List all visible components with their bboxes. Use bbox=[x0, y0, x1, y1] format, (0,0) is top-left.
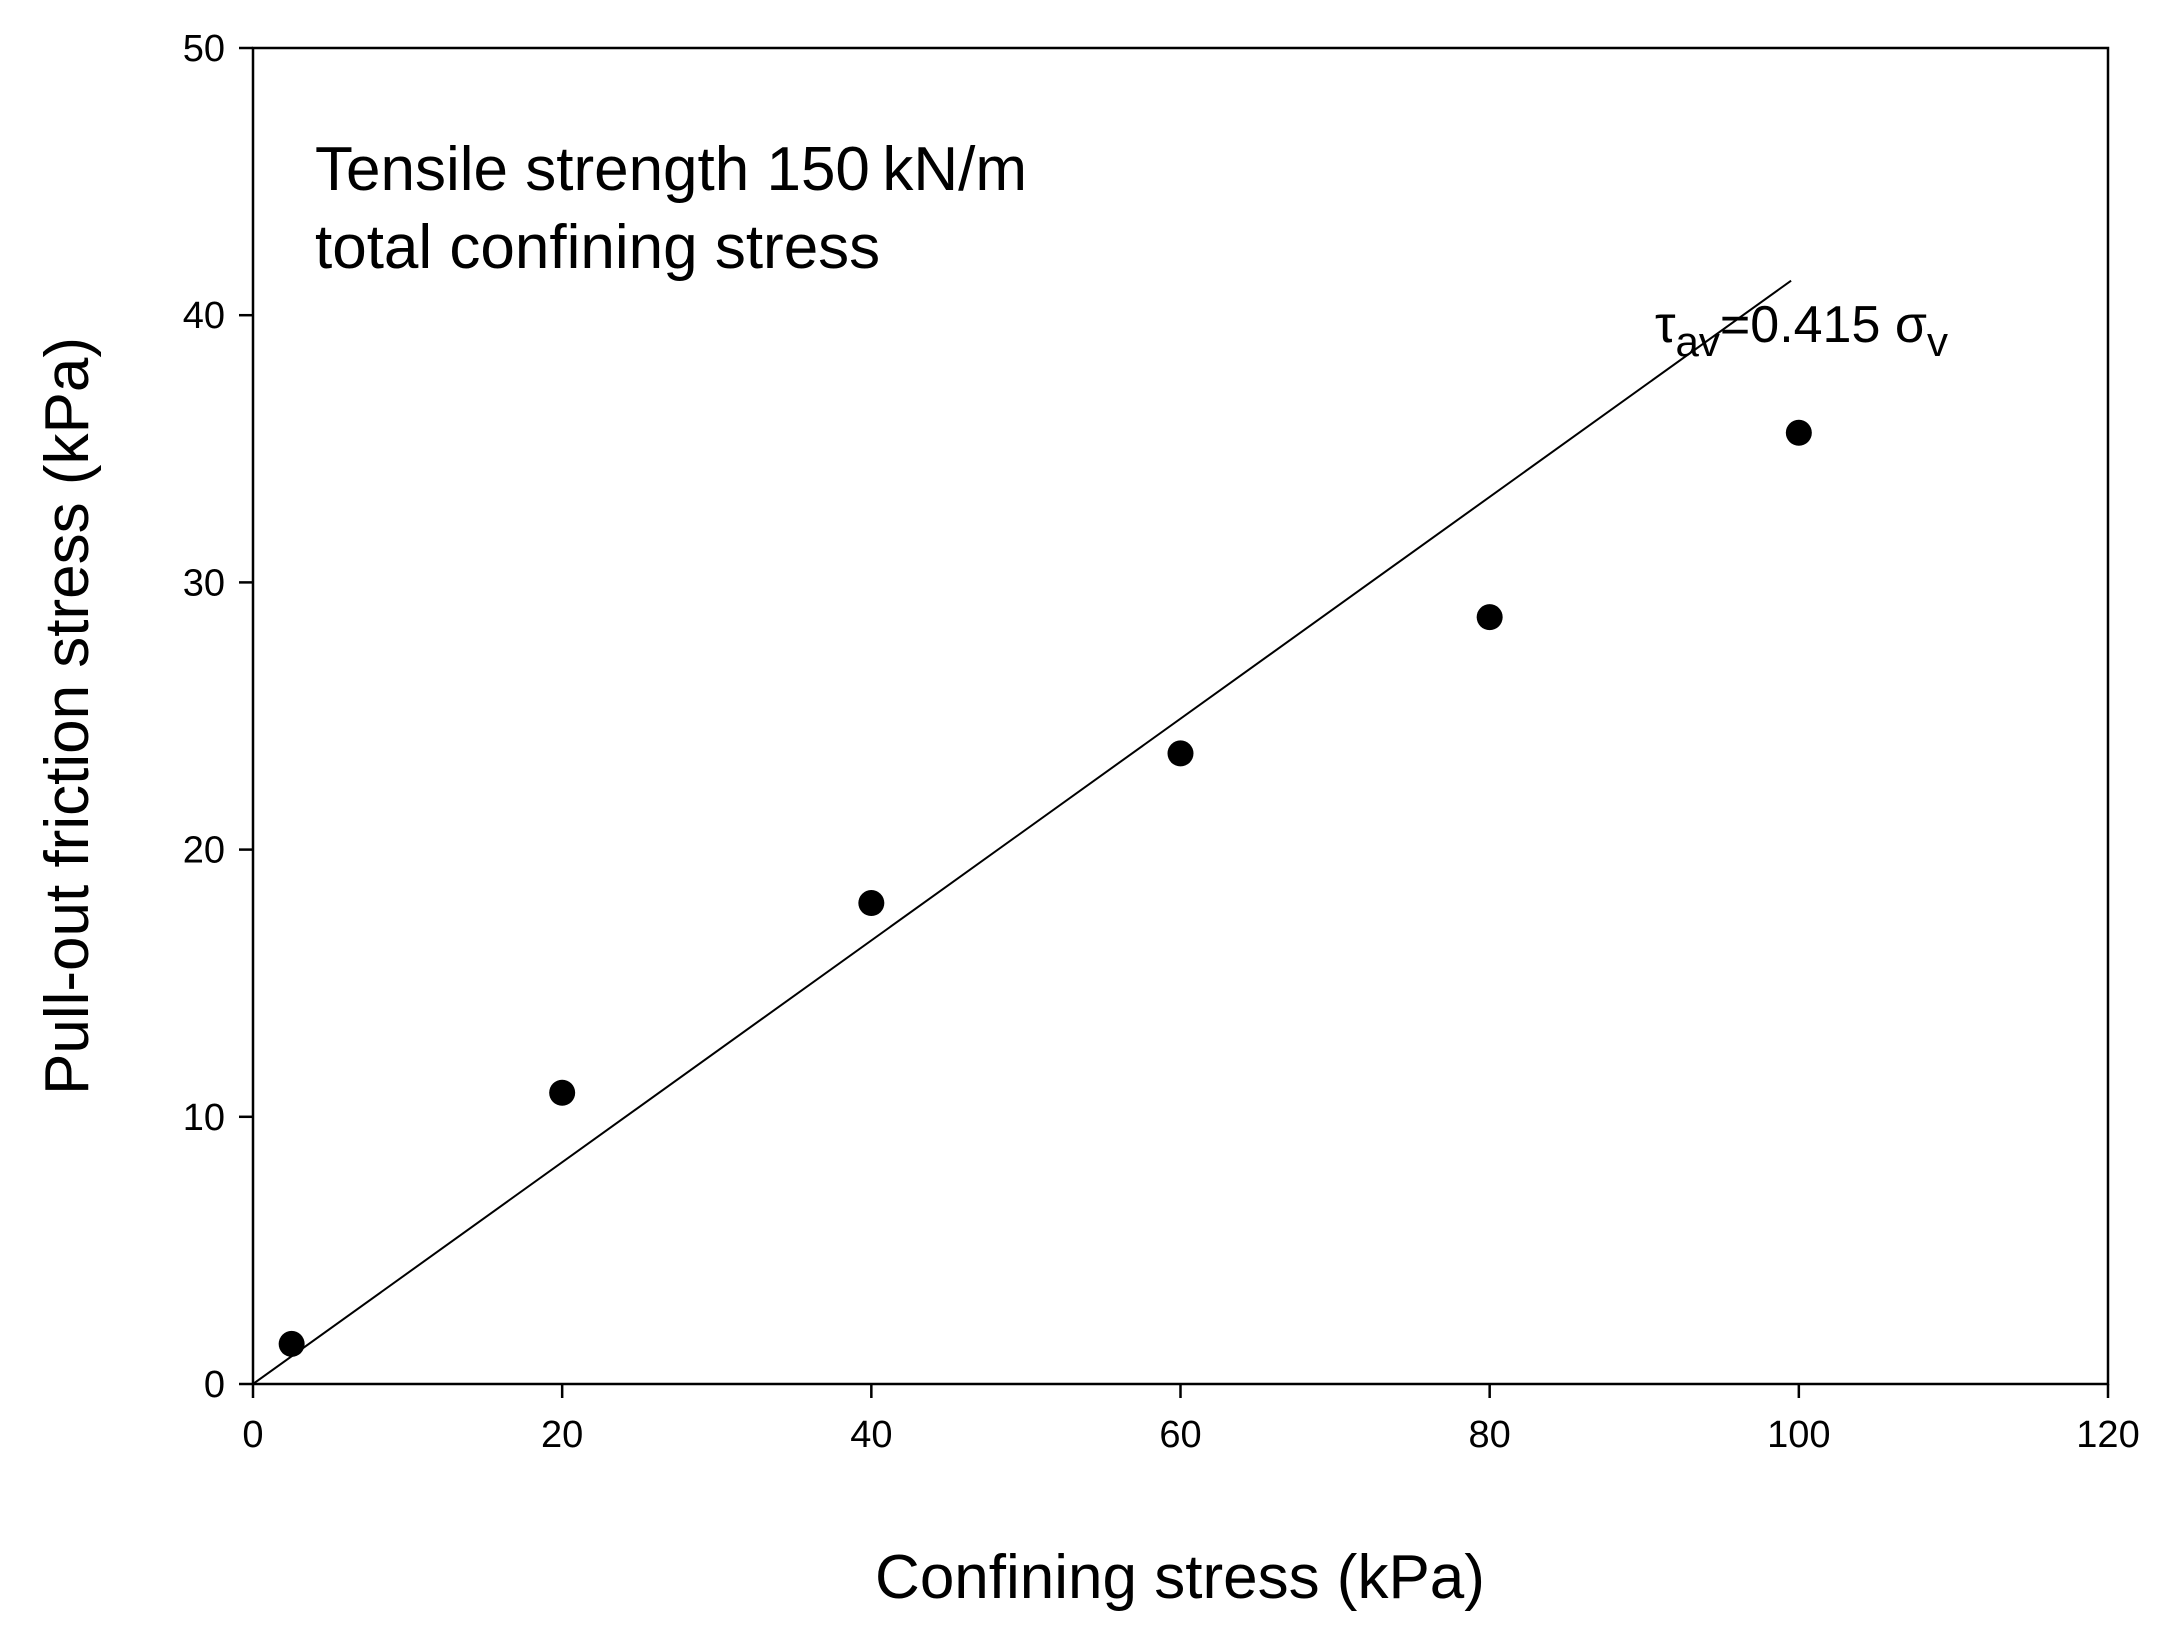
y-tick-label: 0 bbox=[204, 1364, 225, 1406]
fit-equation: τav=0.415 σv bbox=[1655, 296, 1948, 365]
x-tick-label: 120 bbox=[2076, 1414, 2139, 1456]
x-tick-label: 60 bbox=[1159, 1414, 1201, 1456]
equation-middle: =0.415 bbox=[1720, 296, 1895, 354]
data-point bbox=[1476, 604, 1503, 631]
y-tick-label: 20 bbox=[183, 830, 225, 872]
x-tick-label: 80 bbox=[1469, 1414, 1511, 1456]
x-tick-label: 40 bbox=[850, 1414, 892, 1456]
data-points bbox=[278, 419, 1812, 1357]
y-axis-title: Pull-out friction stress (kPa) bbox=[33, 337, 102, 1095]
annotation-line-1: Tensile strength 150 kN/m bbox=[315, 135, 1027, 204]
y-tick-label: 10 bbox=[183, 1097, 225, 1139]
x-axis-title: Confining stress (kPa) bbox=[875, 1543, 1485, 1612]
equation-sigma: σ bbox=[1895, 296, 1927, 354]
equation-tau-subscript: av bbox=[1676, 318, 1720, 365]
x-tick-label: 100 bbox=[1767, 1414, 1830, 1456]
data-point bbox=[858, 890, 885, 917]
fit-line bbox=[252, 279, 1792, 1385]
equation-tau: τ bbox=[1655, 296, 1676, 354]
x-tick-label: 0 bbox=[242, 1414, 263, 1456]
tick-labels: 0 20 40 60 80 100 120 0 10 20 30 40 50 bbox=[183, 28, 2140, 1456]
data-point bbox=[278, 1330, 305, 1357]
y-tick-label: 30 bbox=[183, 562, 225, 604]
axis-ticks bbox=[239, 46, 2110, 1398]
x-tick-label: 20 bbox=[541, 1414, 583, 1456]
annotation-line-2: total confining stress bbox=[315, 213, 880, 282]
equation-sigma-subscript: v bbox=[1927, 318, 1948, 365]
y-tick-label: 40 bbox=[183, 295, 225, 337]
data-point bbox=[549, 1079, 576, 1106]
data-point bbox=[1785, 419, 1812, 446]
data-point bbox=[1167, 740, 1194, 767]
y-tick-label: 50 bbox=[183, 28, 225, 70]
